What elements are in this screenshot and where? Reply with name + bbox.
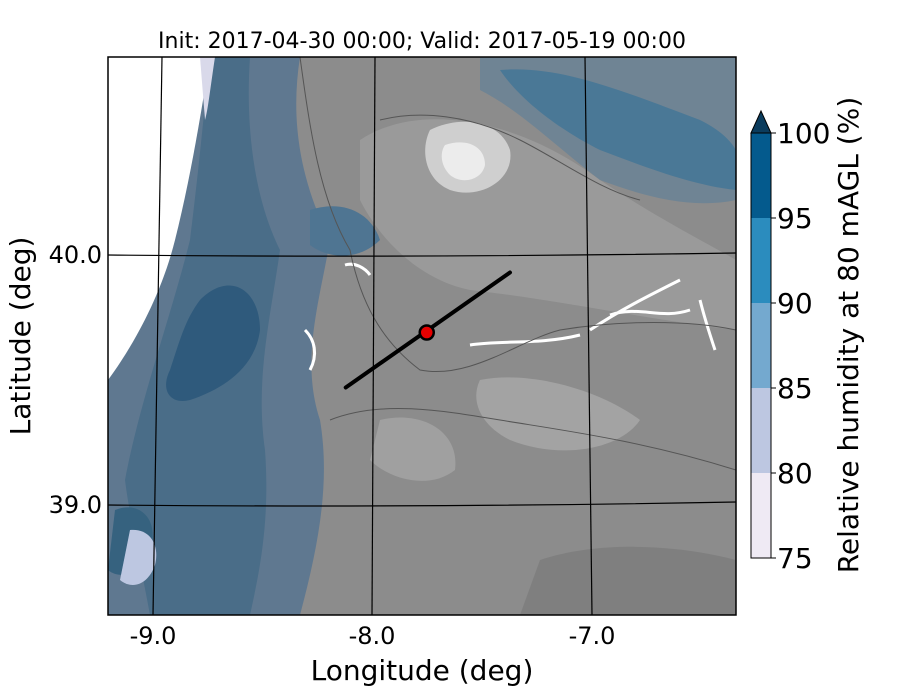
colorbar-tick-label: 85 [777, 372, 813, 405]
y-tick-label: 39.0 [49, 491, 102, 519]
terrain-light-patch-2 [370, 417, 456, 481]
colorbar-extend-arrow [750, 109, 772, 134]
river-lines-west [303, 262, 372, 371]
parallel-40 [108, 252, 736, 257]
terrain-light-patch [476, 377, 640, 451]
meridian-8 [371, 57, 376, 615]
x-tick-label: -9.0 [130, 622, 177, 650]
colorbar-segment [751, 473, 771, 558]
humid-band-south-light [120, 529, 157, 585]
meridian-9 [152, 57, 163, 615]
chart-title: Init: 2017-04-30 00:00; Valid: 2017-05-1… [158, 29, 686, 54]
contour-line [299, 57, 736, 372]
humid-band-central [310, 206, 380, 256]
colorbar-tick-label: 75 [777, 542, 813, 575]
meridian-7 [584, 57, 593, 615]
coast-fringe [200, 57, 215, 120]
colorbar-tick-label: 80 [777, 457, 813, 490]
y-tick-label: 40.0 [49, 241, 102, 269]
colorbar-segment [751, 303, 771, 388]
map-panel[interactable] [108, 57, 736, 615]
colorbar-segment [751, 133, 771, 218]
site-marker[interactable] [418, 324, 435, 341]
contour-line-3 [379, 114, 641, 201]
parallel-39 [108, 501, 736, 507]
map-frame [107, 56, 737, 616]
colorbar-segment [751, 218, 771, 303]
x-tick-label: -7.0 [569, 622, 616, 650]
terrain-dark-patch [520, 546, 736, 615]
colorbar-frame [750, 132, 772, 559]
colorbar: 75 80 85 90 95 100 [750, 109, 830, 575]
terrain-peak-region [441, 142, 485, 181]
x-tick-label: -8.0 [349, 622, 396, 650]
colorbar-label: Relative humidity at 80 mAGL (%) [832, 97, 865, 574]
graticule [108, 57, 736, 615]
colorbar-tick-label: 95 [777, 202, 813, 235]
humid-band-core [166, 285, 260, 401]
x-axis-label: Longitude (deg) [311, 654, 534, 687]
colorbar-segment [751, 388, 771, 473]
humid-band-ne-core [500, 69, 736, 190]
y-axis-label: Latitude (deg) [4, 237, 37, 436]
contour-line-2 [329, 407, 736, 471]
river-lines [469, 278, 717, 351]
colorbar-tick-label: 90 [777, 287, 813, 320]
colorbar-tick-label: 100 [777, 117, 830, 150]
